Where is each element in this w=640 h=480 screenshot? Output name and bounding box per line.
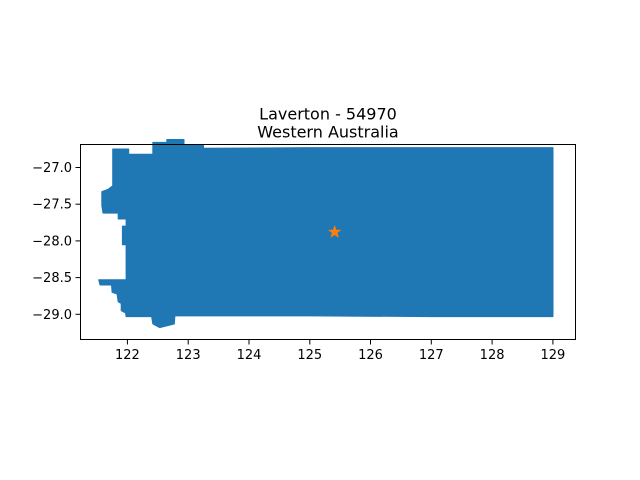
y-axis: −27.0 −27.5 −28.0 −28.5 −29.0 (32, 161, 80, 323)
y-tick-label: −28.5 (32, 271, 72, 286)
x-tick-label: 129 (540, 348, 565, 363)
y-tick-label: −29.0 (32, 308, 72, 323)
laverton-region-shape (98, 139, 554, 329)
axes-frame (80, 144, 576, 340)
location-star-marker (328, 225, 342, 238)
x-tick-label: 122 (115, 348, 140, 363)
x-tick-label: 126 (358, 348, 383, 363)
x-tick-label: 128 (480, 348, 505, 363)
x-tick-label: 123 (176, 348, 201, 363)
map-title-line-2: Western Australia (257, 123, 398, 142)
x-tick-label: 124 (237, 348, 262, 363)
plot-area (98, 139, 554, 329)
y-tick-label: −27.5 (32, 198, 72, 213)
map-title-line-1: Laverton - 54970 (259, 105, 397, 124)
x-tick-label: 127 (419, 348, 444, 363)
y-tick-label: −27.0 (32, 161, 72, 176)
x-tick-label: 125 (297, 348, 322, 363)
x-axis: 122 123 124 125 126 127 128 129 (115, 340, 565, 363)
y-tick-label: −28.0 (32, 234, 72, 249)
